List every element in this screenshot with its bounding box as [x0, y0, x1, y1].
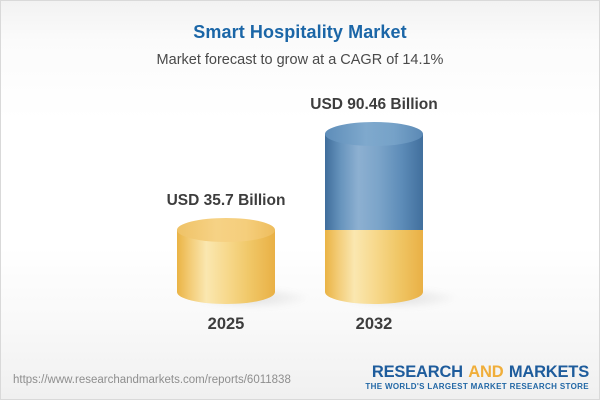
cylinder-segment-growth	[325, 122, 423, 230]
cylinder-top-cap-gold	[177, 218, 275, 242]
report-url: https://www.researchandmarkets.com/repor…	[13, 374, 291, 386]
bar-group-2025: USD 35.7 Billion 2025	[167, 192, 309, 333]
cylinder-bottom-cap-gold	[325, 280, 423, 304]
value-label-2032: USD 90.46 Billion	[310, 96, 438, 113]
category-label-2025: 2025	[207, 315, 245, 333]
cylinder-segment-2025-base	[325, 230, 423, 304]
category-label-2032: 2032	[355, 315, 393, 333]
cylinder-2025	[177, 218, 275, 304]
header: Smart Hospitality Market Market forecast…	[1, 1, 599, 68]
logo-word-markets: MARKETS	[508, 362, 589, 381]
page-title: Smart Hospitality Market	[193, 22, 407, 42]
logo-word-and: AND	[468, 362, 504, 381]
cylinder-segment-2025-market-size	[177, 218, 275, 304]
bar-group-2032: USD 90.46 Billion 2032	[310, 96, 457, 333]
value-label-2025: USD 35.7 Billion	[166, 192, 286, 209]
cylinder-2032	[325, 122, 423, 304]
cylinder-top-cap-blue	[325, 122, 423, 146]
brand-logo: RESEARCH AND MARKETS THE WORLD'S LARGEST…	[365, 362, 589, 392]
cylinder-bottom-cap-gold	[177, 280, 275, 304]
brand-tagline: THE WORLD'S LARGEST MARKET RESEARCH STOR…	[365, 382, 589, 391]
brand-logo-words: RESEARCH AND MARKETS	[365, 362, 589, 381]
page-subtitle: Market forecast to grow at a CAGR of 14.…	[156, 52, 444, 68]
logo-word-research: RESEARCH	[371, 362, 463, 381]
